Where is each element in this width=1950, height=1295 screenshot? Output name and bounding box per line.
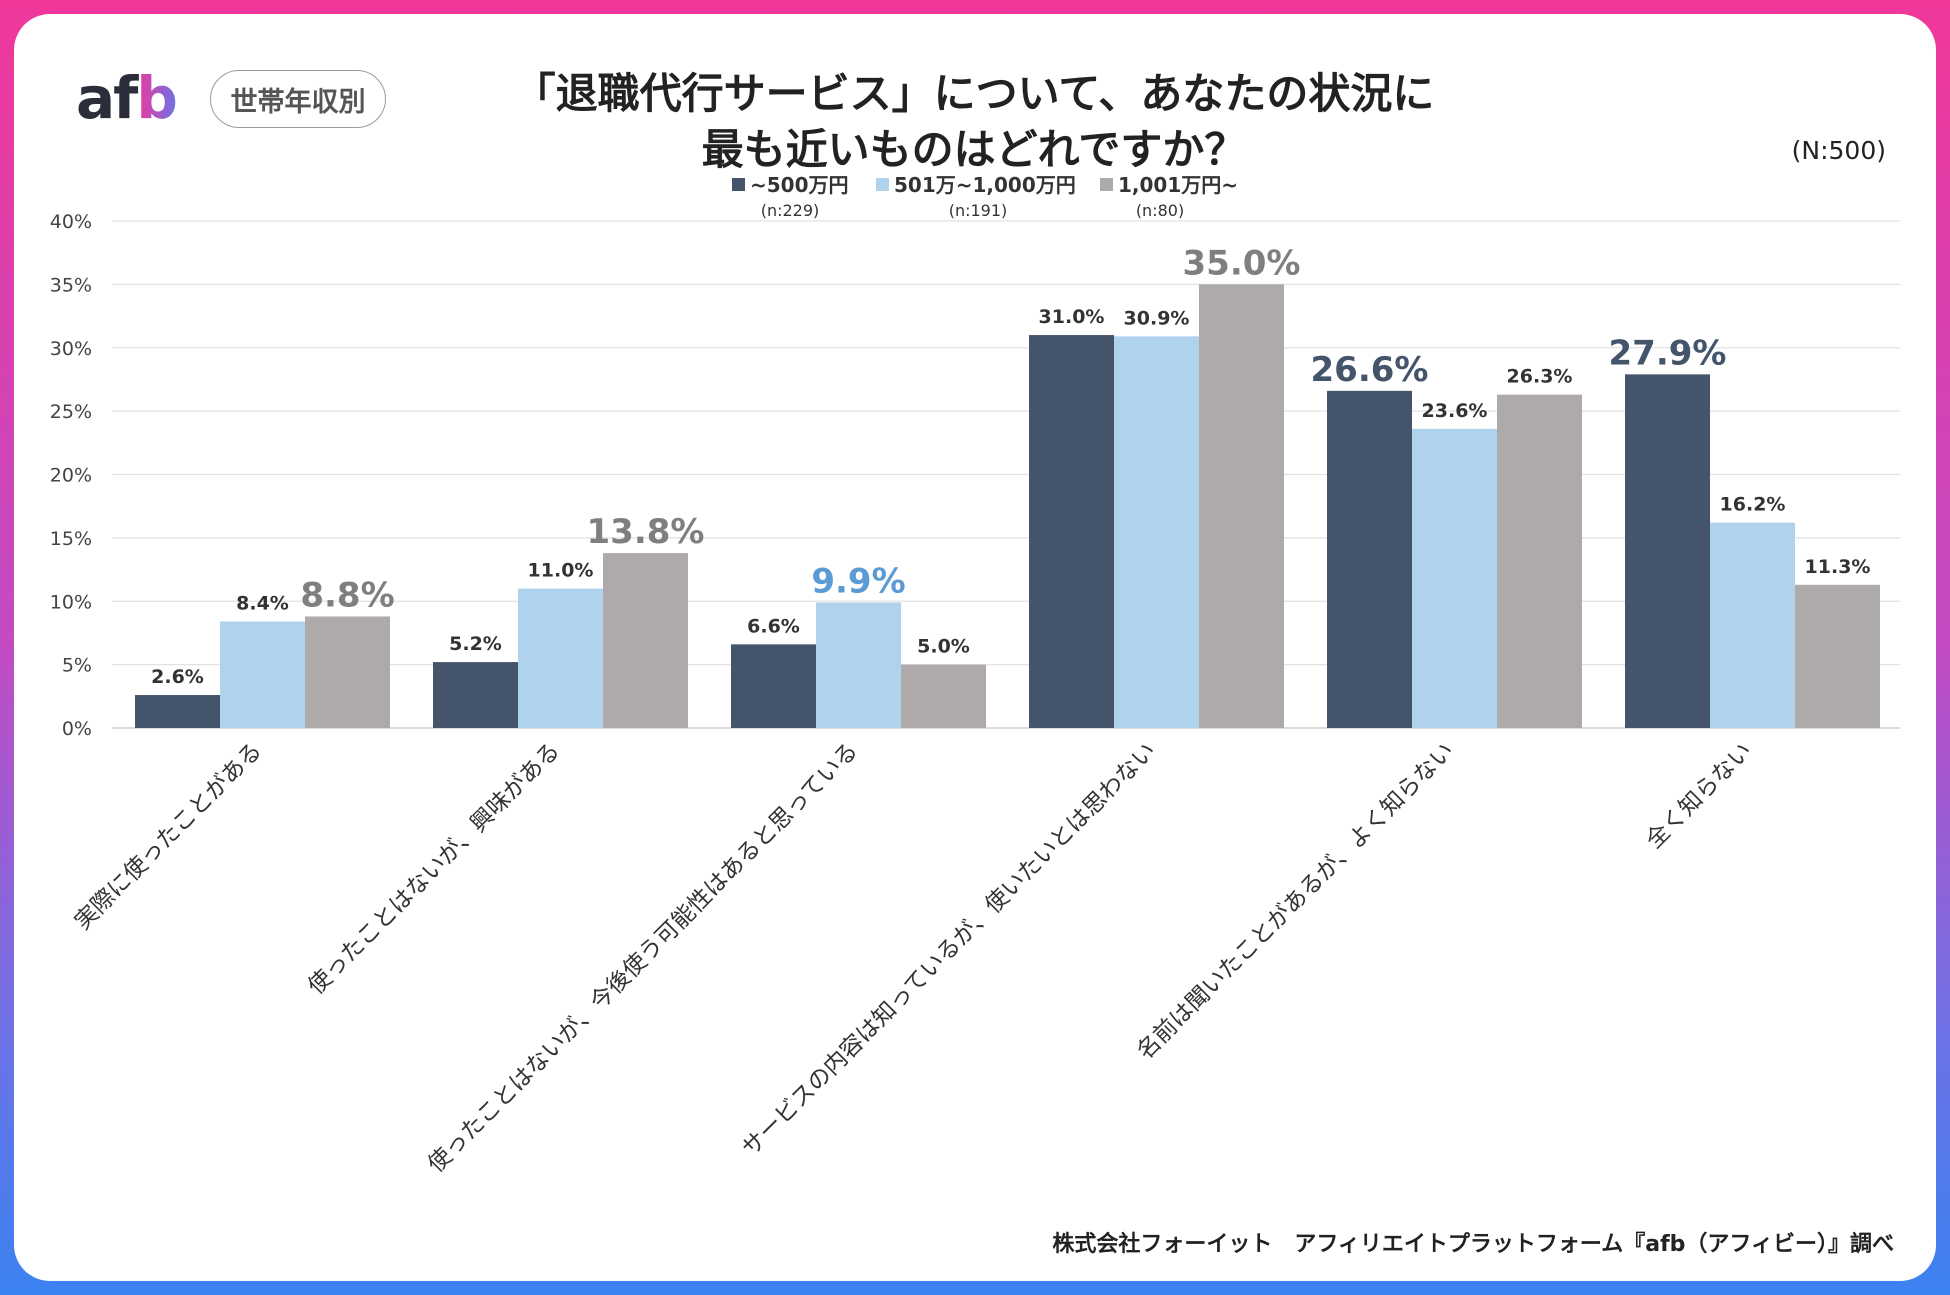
data-label: 26.3% xyxy=(1507,366,1573,388)
data-label: 8.4% xyxy=(236,593,289,615)
data-label: 11.3% xyxy=(1805,556,1871,578)
y-tick-label: 35% xyxy=(50,274,92,296)
bar xyxy=(1199,284,1284,728)
chart-title: 「退職代行サービス」について、あなたの状況に 最も近いものはどれですか？ xyxy=(364,66,1584,178)
data-label: 27.9% xyxy=(1609,333,1727,373)
y-tick-label: 40% xyxy=(50,211,92,233)
data-label: 13.8% xyxy=(587,512,705,552)
segment-badge: 世帯年収別 xyxy=(210,70,386,128)
bar xyxy=(1625,374,1710,728)
y-tick-label: 5% xyxy=(62,655,92,677)
bar xyxy=(518,588,603,728)
data-label: 2.6% xyxy=(151,666,204,688)
bar xyxy=(1114,336,1199,728)
bar xyxy=(603,553,688,728)
bar xyxy=(1497,394,1582,728)
legend-swatch xyxy=(1100,178,1113,191)
afb-logo: afb xyxy=(76,64,178,132)
source-note: 株式会社フォーイット アフィリエイトプラットフォーム『afb（アフィビー）』調べ xyxy=(1052,1232,1894,1257)
legend-label: 1,001万円~ xyxy=(1118,173,1238,197)
data-label: 8.8% xyxy=(300,575,394,615)
y-tick-label: 25% xyxy=(50,401,92,423)
y-tick-label: 15% xyxy=(50,528,92,550)
bar xyxy=(731,644,816,728)
legend-n: (n:191) xyxy=(949,201,1008,220)
bar xyxy=(305,616,390,728)
data-label: 31.0% xyxy=(1039,306,1105,328)
chart-title-line1: 「退職代行サービス」について、あなたの状況に xyxy=(513,69,1435,118)
x-category-label: 使ったことはないが、興味がある xyxy=(303,738,565,1000)
legend-label: ~500万円 xyxy=(750,173,849,197)
bar xyxy=(220,621,305,728)
bar xyxy=(1412,428,1497,728)
bar xyxy=(816,602,901,728)
legend-swatch xyxy=(876,178,889,191)
x-category-label: 実際に使ったことがある xyxy=(70,738,267,935)
y-tick-label: 0% xyxy=(62,718,92,740)
data-label: 35.0% xyxy=(1183,243,1301,283)
sample-size: (N:500) xyxy=(1791,136,1886,165)
data-label: 26.6% xyxy=(1311,350,1429,390)
x-category-label: 名前は聞いたことがあるが、よく知らない xyxy=(1132,738,1459,1065)
chart-title-line2: 最も近いものはどれですか？ xyxy=(701,125,1247,174)
legend-n: (n:80) xyxy=(1136,201,1184,220)
bar xyxy=(433,662,518,728)
bar xyxy=(1029,335,1114,728)
data-label: 23.6% xyxy=(1422,400,1488,422)
data-label: 9.9% xyxy=(811,562,905,602)
y-tick-label: 20% xyxy=(50,465,92,487)
bar xyxy=(1795,584,1880,728)
x-category-label: 全く知らない xyxy=(1641,738,1757,854)
data-label: 5.0% xyxy=(917,636,970,658)
legend-swatch xyxy=(732,178,745,191)
bar xyxy=(901,664,986,728)
data-label: 30.9% xyxy=(1124,307,1190,329)
legend-label: 501万~1,000万円 xyxy=(894,173,1076,197)
y-tick-label: 10% xyxy=(50,591,92,613)
data-label: 6.6% xyxy=(747,615,800,637)
bar xyxy=(135,695,220,728)
data-label: 5.2% xyxy=(449,633,502,655)
legend-n: (n:229) xyxy=(761,201,820,220)
data-label: 16.2% xyxy=(1720,494,1786,516)
bar xyxy=(1327,390,1412,728)
y-tick-label: 30% xyxy=(50,338,92,360)
data-label: 11.0% xyxy=(528,560,594,582)
bar xyxy=(1710,522,1795,728)
